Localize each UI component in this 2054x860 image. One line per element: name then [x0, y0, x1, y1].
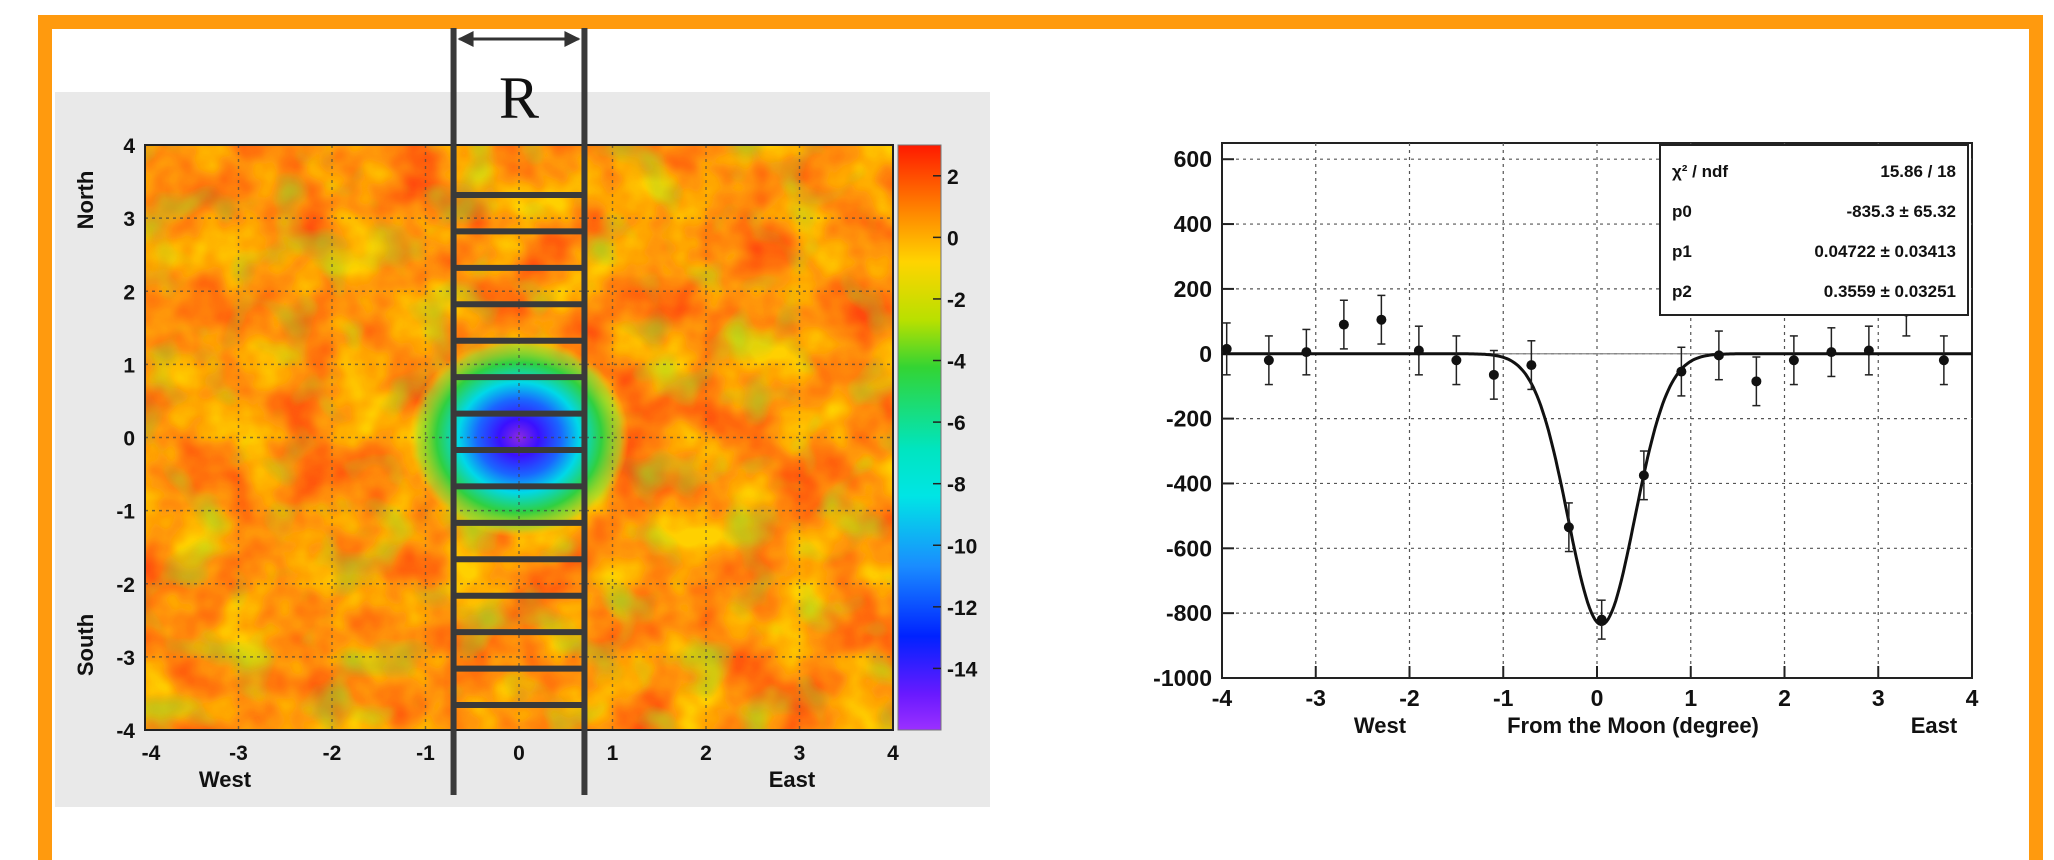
data-point [1751, 376, 1762, 387]
x-tick-label: -2 [1399, 685, 1419, 711]
y-tick-label: 400 [1174, 211, 1212, 237]
stat-value: 15.86 / 18 [1880, 162, 1956, 181]
x-tick-label: 3 [794, 742, 806, 765]
x-label-east: East [1911, 713, 1958, 738]
data-point [1221, 343, 1232, 354]
y-tick-label: -4 [116, 720, 135, 743]
data-point [1596, 614, 1607, 625]
x-tick-label: -1 [416, 742, 435, 765]
fit-stats-box [1659, 144, 1969, 316]
data-point [1788, 355, 1799, 366]
data-point [1413, 345, 1424, 356]
stat-name: χ² / ndf [1672, 162, 1728, 181]
x-tick-label: 0 [513, 742, 525, 765]
y-tick-label: 200 [1174, 276, 1212, 302]
colorbar-tick-label: -14 [947, 658, 978, 681]
y-tick-label: 1 [123, 354, 135, 377]
colorbar-tick-label: -2 [947, 289, 966, 312]
data-point [1638, 470, 1649, 481]
y-tick-label: -600 [1166, 535, 1212, 561]
x-label-east: East [769, 767, 816, 792]
stat-value: 0.04722 ± 0.03413 [1814, 242, 1956, 261]
colorbar [897, 144, 942, 731]
y-tick-label: -1000 [1153, 665, 1212, 691]
x-tick-label: -3 [229, 742, 248, 765]
y-tick-label: 4 [123, 135, 135, 158]
data-point [1338, 319, 1349, 330]
y-tick-label: 0 [123, 428, 135, 451]
colorbar-tick-label: -6 [947, 412, 966, 435]
colorbar-tick-label: -10 [947, 535, 977, 558]
y-tick-label: 3 [123, 208, 135, 231]
y-tick-label: -200 [1166, 406, 1212, 432]
stat-name: p0 [1672, 202, 1692, 221]
x-tick-label: 1 [1684, 685, 1697, 711]
colorbar-tick-label: 0 [947, 227, 959, 250]
colorbar-tick-label: 2 [947, 166, 959, 189]
stat-value: -835.3 ± 65.32 [1846, 202, 1956, 221]
y-tick-label: 0 [1199, 341, 1212, 367]
x-label-west: West [1354, 713, 1407, 738]
gaussian-fit-curve [1222, 352, 1972, 627]
stat-name: p2 [1672, 282, 1692, 301]
y-tick-label: 600 [1174, 146, 1212, 172]
x-tick-label: 4 [887, 742, 899, 765]
y-label-south: South [73, 614, 98, 676]
x-tick-label: 3 [1872, 685, 1885, 711]
x-tick-label: 0 [1591, 685, 1604, 711]
x-tick-label: -4 [1212, 685, 1233, 711]
y-tick-label: 2 [123, 281, 135, 304]
x-label: From the Moon (degree) [1507, 713, 1759, 738]
y-tick-label: -1 [116, 501, 135, 524]
x-tick-label: 2 [700, 742, 712, 765]
data-point [1376, 314, 1387, 325]
data-point [1488, 369, 1499, 380]
data-point [1863, 345, 1874, 356]
data-point [1676, 366, 1687, 377]
colorbar-tick-label: -12 [947, 597, 977, 620]
data-point [1563, 522, 1574, 533]
data-point [1938, 355, 1949, 366]
band-label: R [499, 65, 539, 131]
y-tick-label: -400 [1166, 470, 1212, 496]
stat-value: 0.3559 ± 0.03251 [1824, 282, 1956, 301]
y-tick-label: -3 [116, 647, 135, 670]
x-tick-label: 2 [1778, 685, 1791, 711]
x-label-west: West [199, 767, 252, 792]
data-point [1451, 355, 1462, 366]
x-tick-label: -4 [142, 742, 161, 765]
x-tick-label: -1 [1493, 685, 1514, 711]
x-tick-label: -3 [1306, 685, 1326, 711]
x-tick-label: 4 [1966, 685, 1979, 711]
data-point [1263, 355, 1274, 366]
y-tick-label: -800 [1166, 600, 1212, 626]
data-point [1301, 347, 1312, 358]
data-point [1526, 360, 1537, 371]
stat-name: p1 [1672, 242, 1692, 261]
y-tick-label: -2 [116, 574, 135, 597]
data-point [1826, 347, 1837, 358]
heatmap-frame [144, 144, 894, 731]
x-tick-label: 1 [607, 742, 619, 765]
x-tick-label: -2 [323, 742, 342, 765]
colorbar-tick-label: -8 [947, 474, 966, 497]
y-label-north: North [73, 171, 98, 230]
colorbar-tick-label: -4 [947, 351, 966, 374]
deficit-profile-chart: -4 -3 -2 -1 0 1 2 3 4 600 400 200 0 -200 -400 -600 -800 -… [1153, 142, 1979, 738]
data-point [1713, 350, 1724, 361]
